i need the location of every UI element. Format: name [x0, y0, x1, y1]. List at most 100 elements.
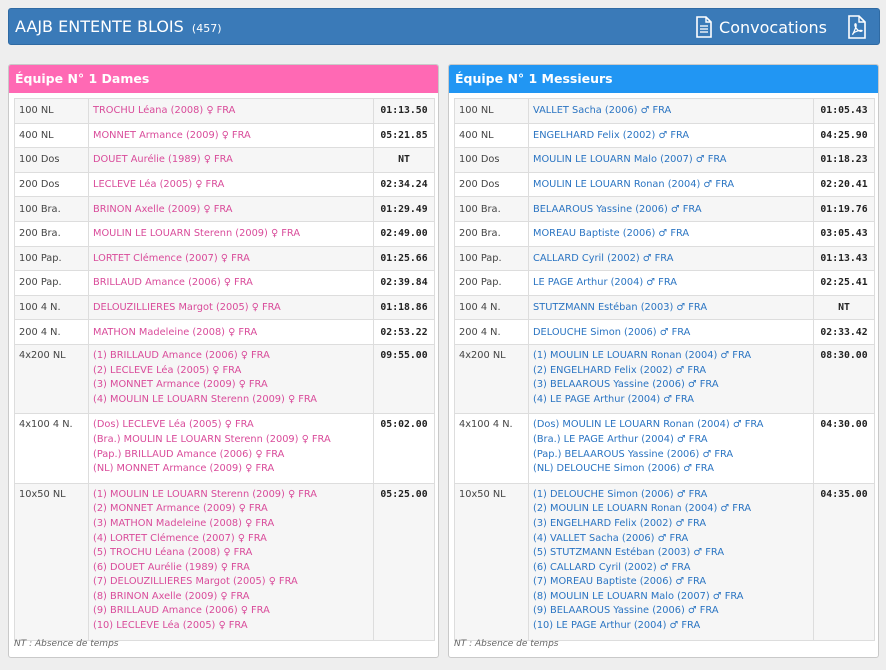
event-cell: 200 Dos [454, 171, 529, 198]
pdf-icon[interactable] [847, 15, 867, 39]
event-cell: 200 Dos [14, 171, 89, 198]
swimmer-link[interactable]: MOULIN LE LOUARN Malo (2007) ♂ FRA [533, 154, 727, 166]
event-cell: 200 4 N. [454, 319, 529, 345]
swimmer-link[interactable]: (1) DELOUCHE Simon (2006) ♂ FRA [533, 488, 708, 500]
table-row: 200 4 N. MATHON Madeleine (2008) ♀ FRA 02:… [14, 319, 435, 345]
swimmer-link[interactable]: STUTZMANN Estéban (2003) ♂ FRA [533, 302, 708, 314]
swimmer-cell: MONNET Armance (2009) ♀ FRA [88, 122, 374, 149]
swimmer-link[interactable]: (Dos) LECLEVE Léa (2005) ♀ FRA [93, 419, 254, 431]
swimmer-link[interactable]: (4) LORTET Clémence (2007) ♀ FRA [93, 532, 267, 544]
swimmer-link[interactable]: LORTET Clémence (2007) ♀ FRA [93, 252, 250, 264]
swimmer-link[interactable]: LECLEVE Léa (2005) ♀ FRA [93, 179, 225, 191]
swimmer-link[interactable]: (1) MOULIN LE LOUARN Ronan (2004) ♂ FRA [533, 349, 752, 361]
swimmer-link[interactable]: LE PAGE Arthur (2004) ♂ FRA [533, 277, 677, 289]
swimmer-link[interactable]: (4) LE PAGE Arthur (2004) ♂ FRA [533, 393, 694, 405]
table-row: 400 NL ENGELHARD Felix (2002) ♂ FRA 04:25.… [454, 122, 875, 149]
swimmer-link[interactable]: (9) BRILLAUD Amance (2006) ♀ FRA [93, 605, 270, 617]
swimmer-link[interactable]: (8) BRINON Axelle (2009) ♀ FRA [93, 590, 250, 602]
time-cell: 02:53.22 [373, 319, 435, 345]
swimmer-link[interactable]: (4) MOULIN LE LOUARN Sterenn (2009) ♀ FR… [93, 393, 318, 405]
convocations-label: Convocations [719, 17, 827, 37]
swimmer-link[interactable]: BRILLAUD Amance (2006) ♀ FRA [93, 277, 253, 289]
swimmer-link[interactable]: (3) BELAAROUS Yassine (2006) ♂ FRA [533, 379, 719, 391]
team-panel-dames: Équipe N° 1 Dames 100 NL TROCHU Léana (20… [8, 64, 439, 658]
swimmer-link[interactable]: BELAAROUS Yassine (2006) ♂ FRA [533, 203, 702, 215]
swimmer-link[interactable]: (8) MOULIN LE LOUARN Malo (2007) ♂ FRA [533, 590, 744, 602]
swimmer-link[interactable]: (4) VALLET Sacha (2006) ♂ FRA [533, 532, 689, 544]
swimmer-link[interactable]: (6) CALLARD Cyril (2002) ♂ FRA [533, 561, 691, 573]
swimmer-link[interactable]: (1) BRILLAUD Amance (2006) ♀ FRA [93, 349, 270, 361]
time-cell: 02:49.00 [373, 220, 435, 247]
swimmer-link[interactable]: (3) ENGELHARD Felix (2002) ♂ FRA [533, 517, 707, 529]
swimmer-link[interactable]: (3) MATHON Madeleine (2008) ♀ FRA [93, 517, 275, 529]
event-cell: 100 Pap. [14, 245, 89, 272]
top-bar: AAJB ENTENTE BLOIS (457) Convocations [8, 8, 880, 45]
table-row: 100 Bra. BELAAROUS Yassine (2006) ♂ FRA 01… [454, 196, 875, 222]
time-cell: 01:13.50 [373, 98, 435, 124]
swimmer-link[interactable]: DOUET Aurélie (1989) ♀ FRA [93, 154, 233, 166]
swimmer-link[interactable]: (5) TROCHU Léana (2008) ♀ FRA [93, 547, 253, 559]
swimmer-link[interactable]: (2) LECLEVE Léa (2005) ♀ FRA [93, 364, 242, 376]
swimmer-link[interactable]: (Dos) MOULIN LE LOUARN Ronan (2004) ♂ FR… [533, 419, 764, 431]
swimmer-link[interactable]: DELOUZILLIERES Margot (2005) ♀ FRA [93, 302, 281, 314]
swimmer-link[interactable]: ENGELHARD Felix (2002) ♂ FRA [533, 129, 690, 141]
swimmer-link[interactable]: MONNET Armance (2009) ♀ FRA [93, 129, 251, 141]
swimmer-link[interactable]: VALLET Sacha (2006) ♂ FRA [533, 105, 672, 117]
swimmer-link[interactable]: MOULIN LE LOUARN Sterenn (2009) ♀ FRA [93, 228, 301, 240]
swimmer-link[interactable]: (Pap.) BELAAROUS Yassine (2006) ♂ FRA [533, 448, 734, 460]
swimmer-cell: TROCHU Léana (2008) ♀ FRA [88, 98, 374, 124]
swimmer-link[interactable]: (10) LECLEVE Léa (2005) ♀ FRA [93, 620, 248, 632]
table-row: 100 Pap. LORTET Clémence (2007) ♀ FRA 01:2… [14, 245, 435, 272]
time-cell: 04:25.90 [813, 122, 875, 149]
table-row: 200 Bra. MOREAU Baptiste (2006) ♂ FRA 03:0… [454, 220, 875, 247]
event-cell: 200 Pap. [14, 270, 89, 296]
swimmer-link[interactable]: BRINON Axelle (2009) ♀ FRA [93, 203, 233, 215]
swimmer-link[interactable]: (9) BELAAROUS Yassine (2006) ♂ FRA [533, 605, 719, 617]
swimmer-cell: (1) MOULIN LE LOUARN Sterenn (2009) ♀ FR… [88, 482, 374, 641]
swimmer-link[interactable]: (6) DOUET Aurélie (1989) ♀ FRA [93, 561, 250, 573]
swimmer-cell: BRILLAUD Amance (2006) ♀ FRA [88, 270, 374, 296]
swimmer-link[interactable]: MATHON Madeleine (2008) ♀ FRA [93, 326, 258, 338]
table-row: 200 Pap. BRILLAUD Amance (2006) ♀ FRA 02:3… [14, 270, 435, 296]
swimmer-link[interactable]: DELOUCHE Simon (2006) ♂ FRA [533, 326, 691, 338]
time-cell: 02:34.24 [373, 171, 435, 198]
team-title: Équipe N° 1 Messieurs [449, 65, 878, 93]
swimmer-cell: MATHON Madeleine (2008) ♀ FRA [88, 319, 374, 345]
table-row: 200 4 N. DELOUCHE Simon (2006) ♂ FRA 02:33… [454, 319, 875, 345]
swimmer-link[interactable]: (2) MOULIN LE LOUARN Ronan (2004) ♂ FRA [533, 503, 752, 515]
swimmer-link[interactable]: (10) LE PAGE Arthur (2004) ♂ FRA [533, 620, 701, 632]
event-cell: 100 Pap. [454, 245, 529, 272]
swimmer-link[interactable]: (2) ENGELHARD Felix (2002) ♂ FRA [533, 364, 707, 376]
swimmer-link[interactable]: MOREAU Baptiste (2006) ♂ FRA [533, 228, 690, 240]
swimmer-link[interactable]: (Pap.) BRILLAUD Amance (2006) ♀ FRA [93, 448, 285, 460]
event-cell: 10x50 NL [14, 482, 89, 641]
swimmer-link[interactable]: TROCHU Léana (2008) ♀ FRA [93, 105, 236, 117]
swimmer-cell: CALLARD Cyril (2002) ♂ FRA [528, 245, 814, 272]
event-cell: 100 Dos [14, 147, 89, 173]
swimmer-link[interactable]: MOULIN LE LOUARN Ronan (2004) ♂ FRA [533, 179, 735, 191]
results-table: 100 NL VALLET Sacha (2006) ♂ FRA 01:05.43 4… [454, 98, 875, 641]
event-cell: 100 NL [454, 98, 529, 124]
team-panel-messieurs: Équipe N° 1 Messieurs 100 NL VALLET Sacha… [448, 64, 879, 658]
swimmer-cell: LECLEVE Léa (2005) ♀ FRA [88, 171, 374, 198]
swimmer-link[interactable]: (7) DELOUZILLIERES Margot (2005) ♀ FRA [93, 576, 298, 588]
swimmer-cell: LE PAGE Arthur (2004) ♂ FRA [528, 270, 814, 296]
convocations-link[interactable]: Convocations [695, 15, 827, 39]
table-row: 10x50 NL (1) MOULIN LE LOUARN Sterenn (20… [14, 482, 435, 641]
swimmer-cell: (Dos) MOULIN LE LOUARN Ronan (2004) ♂ FR… [528, 413, 814, 484]
swimmer-link[interactable]: (5) STUTZMANN Estéban (2003) ♂ FRA [533, 547, 725, 559]
swimmer-link[interactable]: (Bra.) LE PAGE Arthur (2004) ♂ FRA [533, 433, 708, 445]
swimmer-link[interactable]: (2) MONNET Armance (2009) ♀ FRA [93, 503, 268, 515]
swimmer-link[interactable]: (NL) MONNET Armance (2009) ♀ FRA [93, 463, 275, 475]
swimmer-link[interactable]: (NL) DELOUCHE Simon (2006) ♂ FRA [533, 463, 714, 475]
club-name: AAJB ENTENTE BLOIS [15, 17, 184, 36]
swimmer-link[interactable]: CALLARD Cyril (2002) ♂ FRA [533, 252, 674, 264]
swimmer-link[interactable]: (Bra.) MOULIN LE LOUARN Sterenn (2009) ♀… [93, 433, 331, 445]
swimmer-link[interactable]: (3) MONNET Armance (2009) ♀ FRA [93, 379, 268, 391]
swimmer-cell: MOULIN LE LOUARN Malo (2007) ♂ FRA [528, 147, 814, 173]
event-cell: 400 NL [454, 122, 529, 149]
table-row: 100 Dos DOUET Aurélie (1989) ♀ FRA NT [14, 147, 435, 173]
swimmer-link[interactable]: (7) MOREAU Baptiste (2006) ♂ FRA [533, 576, 707, 588]
swimmer-link[interactable]: (1) MOULIN LE LOUARN Sterenn (2009) ♀ FR… [93, 488, 318, 500]
time-cell: 09:55.00 [373, 343, 435, 415]
